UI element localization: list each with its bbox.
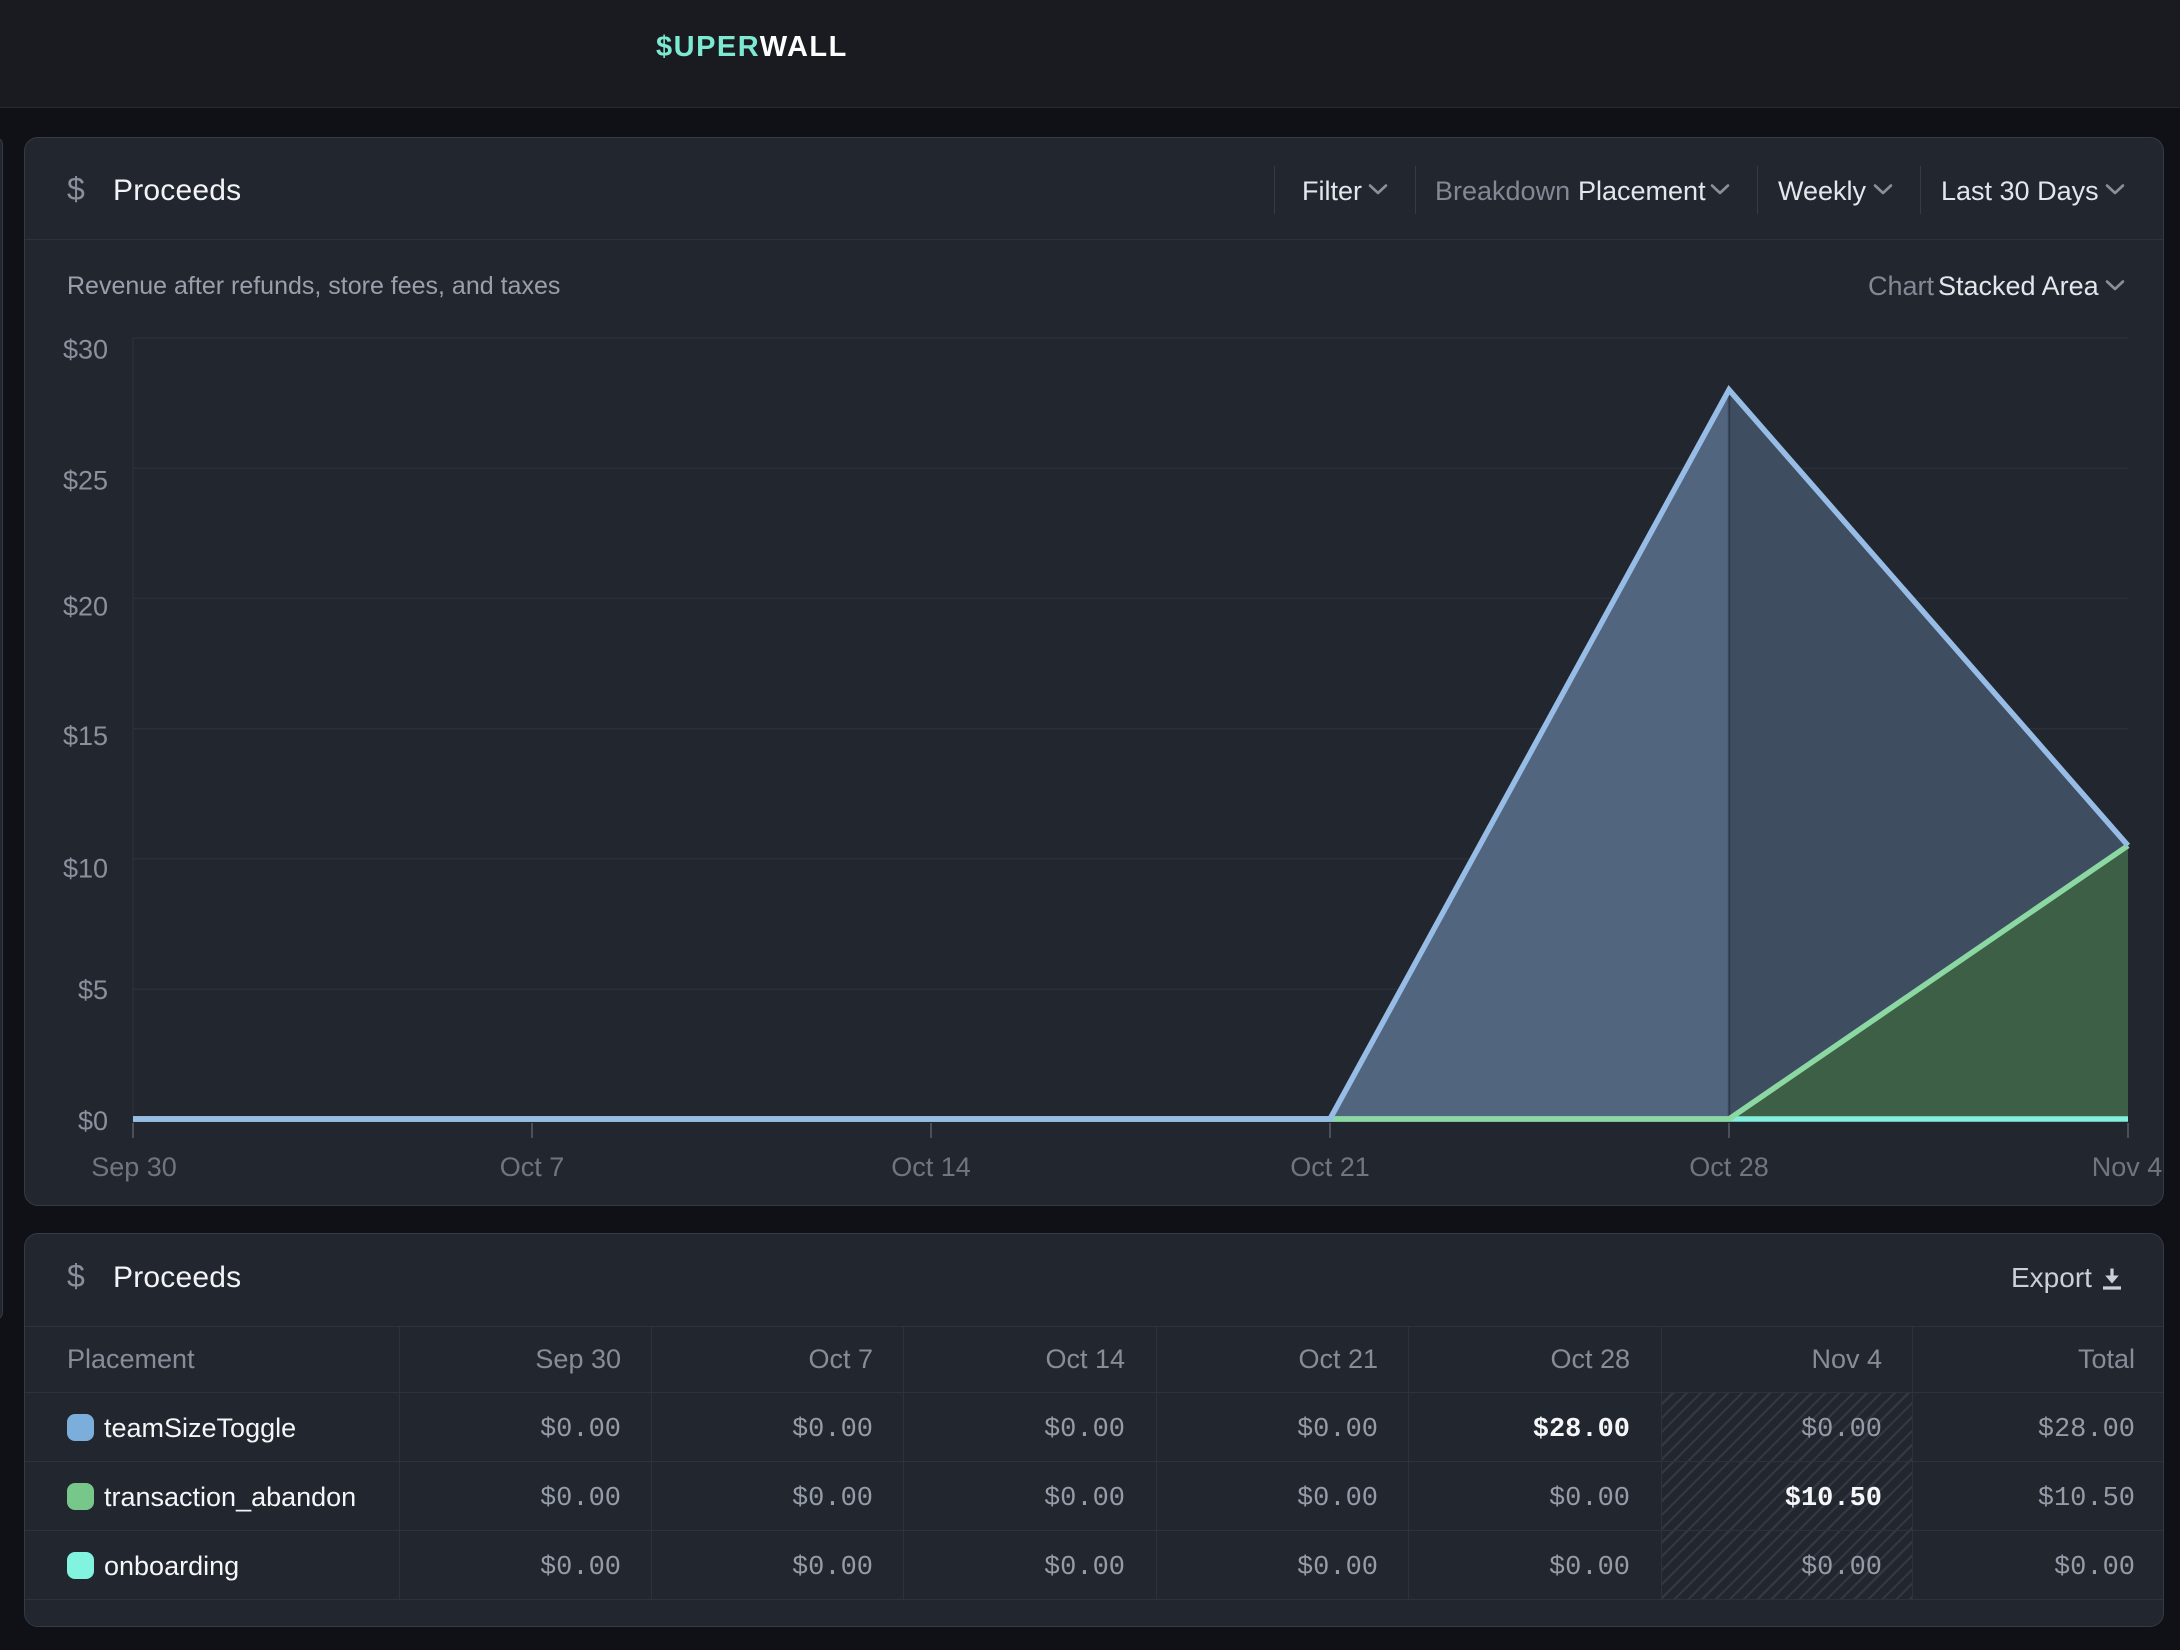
svg-text:Oct 28: Oct 28 [1689,1152,1769,1182]
svg-text:Sep 30: Sep 30 [91,1152,177,1182]
svg-text:Oct 14: Oct 14 [891,1152,971,1182]
svg-text:Oct 21: Oct 21 [1290,1152,1370,1182]
svg-text:Nov 4: Nov 4 [2092,1152,2163,1182]
svg-text:$30: $30 [63,335,108,365]
svg-text:$0: $0 [78,1106,108,1136]
svg-text:$10: $10 [63,854,108,884]
svg-text:$20: $20 [63,592,108,622]
svg-text:$5: $5 [78,975,108,1005]
svg-text:$25: $25 [63,466,108,496]
svg-text:Oct 7: Oct 7 [500,1152,565,1182]
svg-text:$15: $15 [63,721,108,751]
